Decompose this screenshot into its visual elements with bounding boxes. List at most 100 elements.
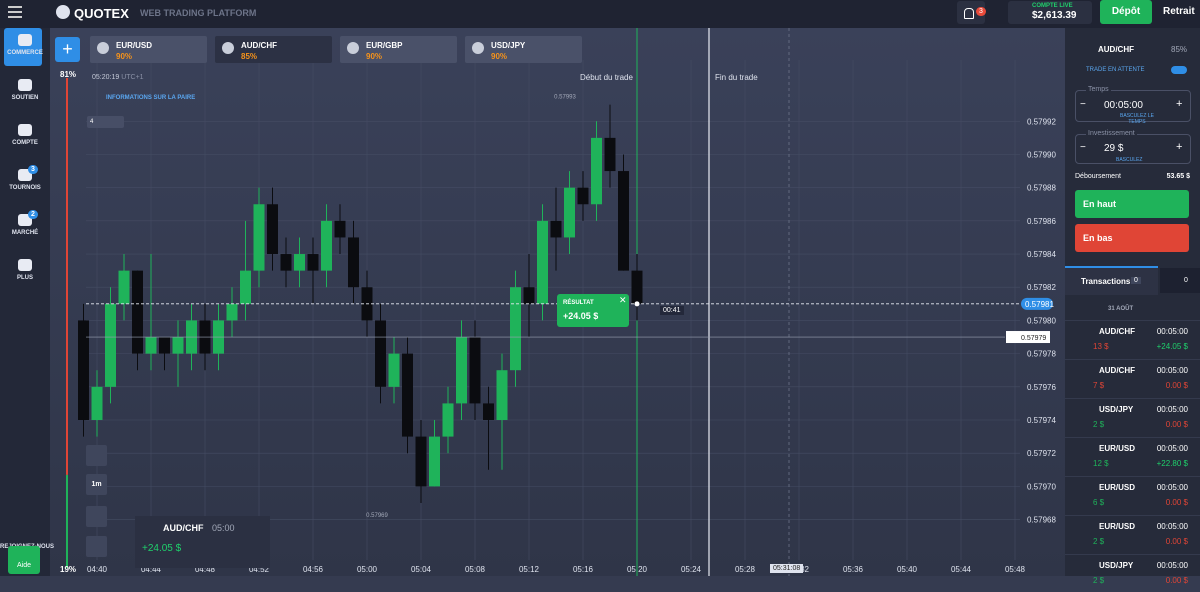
indicator-chip[interactable]: 4 — [87, 116, 124, 128]
chart-type-tool[interactable] — [86, 506, 107, 527]
up-button[interactable]: En haut — [1075, 190, 1189, 218]
timeframe[interactable]: 1m — [86, 474, 107, 495]
row-pair: AUD/CHF — [1099, 327, 1135, 336]
pair-info[interactable]: INFORMATIONS SUR LA PAIRE — [106, 95, 196, 101]
candle-body — [618, 171, 629, 271]
time-plus[interactable]: + — [1176, 98, 1183, 110]
time-switch[interactable]: BASCULEZ LE TEMPS — [1120, 113, 1154, 125]
row-amount: 2 $ — [1093, 420, 1105, 429]
pair-tab[interactable]: EUR/GBP 90% — [340, 36, 457, 63]
pair-tab[interactable]: USD/JPY 90% — [465, 36, 582, 63]
pending-tab[interactable]: 0 — [1160, 268, 1200, 293]
withdraw-button[interactable]: Retrait — [1163, 6, 1195, 17]
tab-flag — [97, 42, 109, 54]
x-tick-label: 05:36 — [843, 565, 864, 574]
transaction-row[interactable]: AUD/CHF 00:05:00 13 $ +24.05 $ — [1065, 320, 1200, 358]
pair-tab[interactable]: EUR/USD 90% — [90, 36, 207, 63]
menu-icon[interactable] — [8, 6, 22, 8]
candle-body — [388, 353, 400, 387]
row-duration: 00:05:00 — [1156, 561, 1188, 570]
tab-flag — [222, 42, 234, 54]
transaction-row[interactable]: USD/JPY 00:05:00 2 $ 0.00 $ — [1065, 398, 1200, 436]
candle-body — [483, 403, 494, 420]
add-tab[interactable]: + — [55, 37, 80, 62]
subtitle: WEB TRADING PLATFORM — [140, 8, 257, 18]
y-tick-label: 0.57982 — [1027, 283, 1056, 292]
sidebar-item[interactable]: PLUS — [0, 259, 50, 281]
sidebar-item[interactable]: COMPTE — [0, 124, 50, 146]
y-tick-label: 0.57972 — [1027, 449, 1056, 458]
clock-time: 05:20:19 — [92, 74, 120, 81]
x-tick-label: 05:16 — [573, 565, 594, 574]
trade-panel: AUD/CHF 85% TRADE EN ATTENTE Temps 00:05… — [1065, 28, 1200, 576]
strike-label: 0.57979 — [1021, 335, 1046, 342]
sidebar-icon — [18, 79, 32, 91]
row-profit: 0.00 $ — [1165, 576, 1188, 585]
transaction-row[interactable]: EUR/USD 00:05:00 12 $ +22.80 $ — [1065, 437, 1200, 475]
sidebar-icon — [18, 124, 32, 136]
down-button[interactable]: En bas — [1075, 224, 1189, 252]
candle-body — [132, 270, 143, 354]
tab-payout: 90% — [116, 52, 133, 61]
candle-body — [564, 187, 575, 238]
indicator-tool[interactable] — [86, 536, 107, 557]
deposit-button[interactable]: Dépôt — [1100, 0, 1152, 24]
x-tick-label: 04:44 — [141, 565, 162, 574]
close-result[interactable]: ✕ — [619, 295, 627, 305]
sentiment-top-bar — [66, 78, 68, 475]
transaction-row[interactable]: EUR/USD 00:05:00 6 $ 0.00 $ — [1065, 476, 1200, 514]
candle-body — [172, 337, 184, 354]
sidebar-icon — [18, 34, 32, 46]
sidebar-label: SOUTIEN — [11, 95, 39, 101]
transaction-row[interactable]: EUR/USD 00:05:00 2 $ 0.00 $ — [1065, 515, 1200, 553]
row-duration: 00:05:00 — [1156, 327, 1188, 336]
x-tick-label: 05:40 — [897, 565, 918, 574]
tab-flag — [472, 42, 484, 54]
result-popup: RÉSULTAT +24.05 $ ✕ — [557, 294, 629, 327]
candle-body — [118, 270, 130, 304]
sidebar-item[interactable]: MARCHÉ 2 — [0, 210, 50, 236]
x-tick-label: 05:08 — [465, 565, 486, 574]
balance: $2,613.39 — [1032, 10, 1077, 21]
help-button[interactable]: Aide — [8, 546, 40, 574]
chart: 04:40 04:44 04:48 04:52 04:56 05:00 05:04 05:08… — [50, 28, 1065, 576]
row-profit: 0.00 $ — [1165, 420, 1188, 429]
transaction-row[interactable]: USD/JPY 00:05:00 2 $ 0.00 $ — [1065, 554, 1200, 592]
pending-toggle[interactable] — [1171, 66, 1187, 74]
transactions-tab[interactable]: Transactions 0 — [1065, 266, 1158, 295]
sentiment-bottom-bar — [66, 474, 68, 568]
amount-plus[interactable]: + — [1176, 141, 1183, 153]
x-tick-label: 05:04 — [411, 565, 432, 574]
candle-body — [294, 254, 305, 271]
account-label: COMPTE LIVE — [1032, 3, 1073, 9]
result-value: +24.05 $ — [563, 311, 599, 321]
notification-count: 3 — [976, 7, 986, 16]
sidebar-item[interactable]: SOUTIEN — [0, 79, 50, 101]
row-pair: EUR/USD — [1099, 444, 1136, 453]
y-tick-label: 0.57980 — [1027, 316, 1056, 325]
time-minus[interactable]: − — [1080, 99, 1086, 110]
sidebar-item[interactable]: COMMERCE — [0, 34, 50, 56]
panel-payout: 85% — [1171, 45, 1188, 54]
candle-body — [375, 320, 386, 387]
row-pair: USD/JPY — [1099, 405, 1134, 414]
account[interactable]: COMPTE LIVE $2,613.39 — [1008, 1, 1092, 24]
draw-tool[interactable] — [86, 445, 107, 466]
notifications[interactable]: 3 — [957, 1, 986, 24]
pair-tab[interactable]: AUD/CHF 85% — [215, 36, 332, 63]
row-profit: 0.00 $ — [1165, 537, 1188, 546]
y-tick-label: 0.57978 — [1027, 350, 1056, 359]
trade-card: AUD/CHF 05:00 +24.05 $ — [135, 516, 270, 568]
transaction-row[interactable]: AUD/CHF 00:05:00 7 $ 0.00 $ — [1065, 359, 1200, 397]
amount-minus[interactable]: − — [1080, 142, 1086, 153]
candle-body — [334, 220, 346, 238]
time-value: 00:05:00 — [1104, 100, 1143, 111]
x-tick-label: 05:00 — [357, 565, 378, 574]
sidebar-item[interactable]: TOURNOIS 3 — [0, 165, 50, 191]
candle-body — [550, 220, 562, 238]
amount-switch[interactable]: BASCULEZ — [1116, 157, 1143, 163]
result-title: RÉSULTAT — [563, 300, 594, 306]
y-tick-label: 0.57986 — [1027, 217, 1056, 226]
x-tick-label: 04:48 — [195, 565, 216, 574]
